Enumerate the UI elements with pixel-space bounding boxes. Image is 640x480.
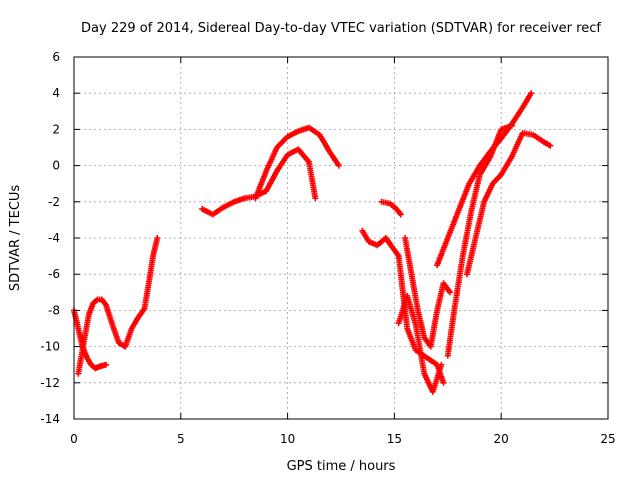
y-tick-label: 0 [52, 159, 60, 173]
y-tick-label: 4 [52, 86, 60, 100]
data-point [103, 361, 110, 368]
data-point [547, 142, 554, 149]
y-tick-label: -4 [48, 231, 60, 245]
data-point [312, 195, 319, 202]
series-arc-1 [71, 307, 110, 372]
data-point [438, 361, 445, 368]
y-tick-label: -2 [48, 195, 60, 209]
y-tick-label: -12 [40, 376, 60, 390]
x-tick-label: 10 [280, 432, 295, 446]
y-tick-label: 6 [52, 50, 60, 64]
y-tick-label: -14 [40, 412, 60, 426]
data-point [397, 211, 404, 218]
y-tick-label: -6 [48, 267, 60, 281]
series-arc-11 [464, 130, 554, 278]
data-point [335, 162, 342, 169]
y-tick-label: -10 [40, 340, 60, 354]
x-tick-label: 20 [494, 432, 509, 446]
y-axis-label: SDTVAR / TECUs [8, 185, 23, 292]
y-tick-label: -8 [48, 303, 60, 317]
x-tick-label: 25 [600, 432, 615, 446]
series-arc-3 [199, 146, 319, 218]
plot-marks [71, 90, 554, 395]
series-arc-9 [444, 122, 515, 359]
x-tick-label: 5 [177, 432, 185, 446]
series-arc-10 [434, 90, 535, 269]
chart-title: Day 229 of 2014, Sidereal Day-to-day VTE… [81, 21, 601, 36]
series-arc-5 [378, 198, 404, 218]
grid [74, 57, 608, 419]
series-arc-2 [75, 235, 161, 377]
data-point [440, 379, 447, 386]
axis-ticks: 0 5 10 15 20 25 -14 -12 -10 -8 -6 -4 -2 0 2 4 6 [40, 50, 615, 446]
y-tick-label: 2 [52, 122, 60, 136]
data-point [446, 289, 453, 296]
series-arc-4 [252, 124, 342, 202]
x-tick-label: 15 [387, 432, 402, 446]
series-arc-8 [402, 235, 453, 350]
series-arc-6 [359, 227, 447, 386]
data-point [154, 235, 161, 241]
series-arc-7 [395, 292, 445, 395]
x-axis-label: GPS time / hours [287, 459, 396, 474]
data-point [528, 90, 535, 97]
x-tick-label: 0 [70, 432, 78, 446]
